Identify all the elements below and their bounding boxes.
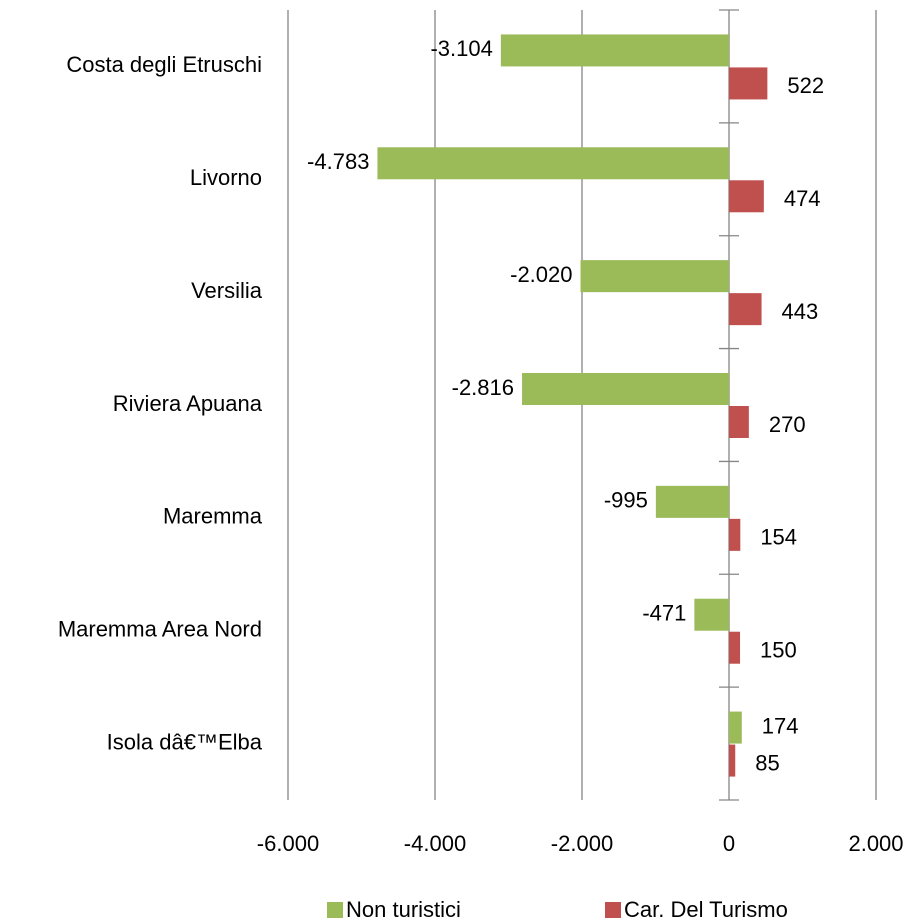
data-label: -4.783 [307, 149, 369, 174]
bar [729, 711, 742, 744]
data-label: 174 [762, 713, 799, 738]
bar [729, 406, 749, 438]
data-label: 85 [755, 750, 779, 775]
category-label: Livorno [190, 165, 262, 190]
data-label: 443 [782, 299, 819, 324]
x-tick-label: 2.000 [848, 831, 903, 856]
bar [580, 260, 729, 293]
legend-label: Non turistici [346, 897, 461, 921]
data-label: -2.020 [510, 262, 572, 287]
category-label: Isola dâ€™Elba [107, 729, 263, 754]
category-label: Riviera Apuana [113, 391, 263, 416]
bar [729, 744, 736, 777]
x-tick-label: -6.000 [257, 831, 319, 856]
bar [522, 373, 729, 405]
data-label: 150 [760, 638, 797, 663]
category-label: Costa degli Etruschi [66, 52, 262, 77]
data-label: 154 [760, 525, 797, 550]
bar [729, 631, 741, 664]
data-label: -2.816 [452, 375, 514, 400]
x-tick-label: -2.000 [551, 831, 613, 856]
bar [500, 34, 729, 67]
data-label: 270 [769, 412, 806, 437]
data-label: -471 [642, 601, 686, 626]
bar [729, 293, 762, 326]
category-label: Maremma Area Nord [58, 617, 262, 642]
legend-swatch [327, 902, 343, 918]
legend-swatch [605, 902, 621, 918]
bar [655, 485, 729, 518]
data-label: -3.104 [430, 36, 492, 61]
bar [729, 67, 768, 100]
data-label: 474 [784, 186, 821, 211]
bar [729, 180, 764, 213]
bar [377, 147, 729, 180]
x-tick-label: -4.000 [404, 831, 466, 856]
data-label: 522 [787, 73, 824, 98]
data-label: -995 [604, 488, 648, 513]
x-tick-label: 0 [723, 831, 735, 856]
legend-label: Car. Del Turismo [624, 897, 788, 921]
bar [694, 598, 729, 631]
category-label: Maremma [163, 504, 263, 529]
bar [729, 518, 741, 551]
category-label: Versilia [191, 278, 263, 303]
